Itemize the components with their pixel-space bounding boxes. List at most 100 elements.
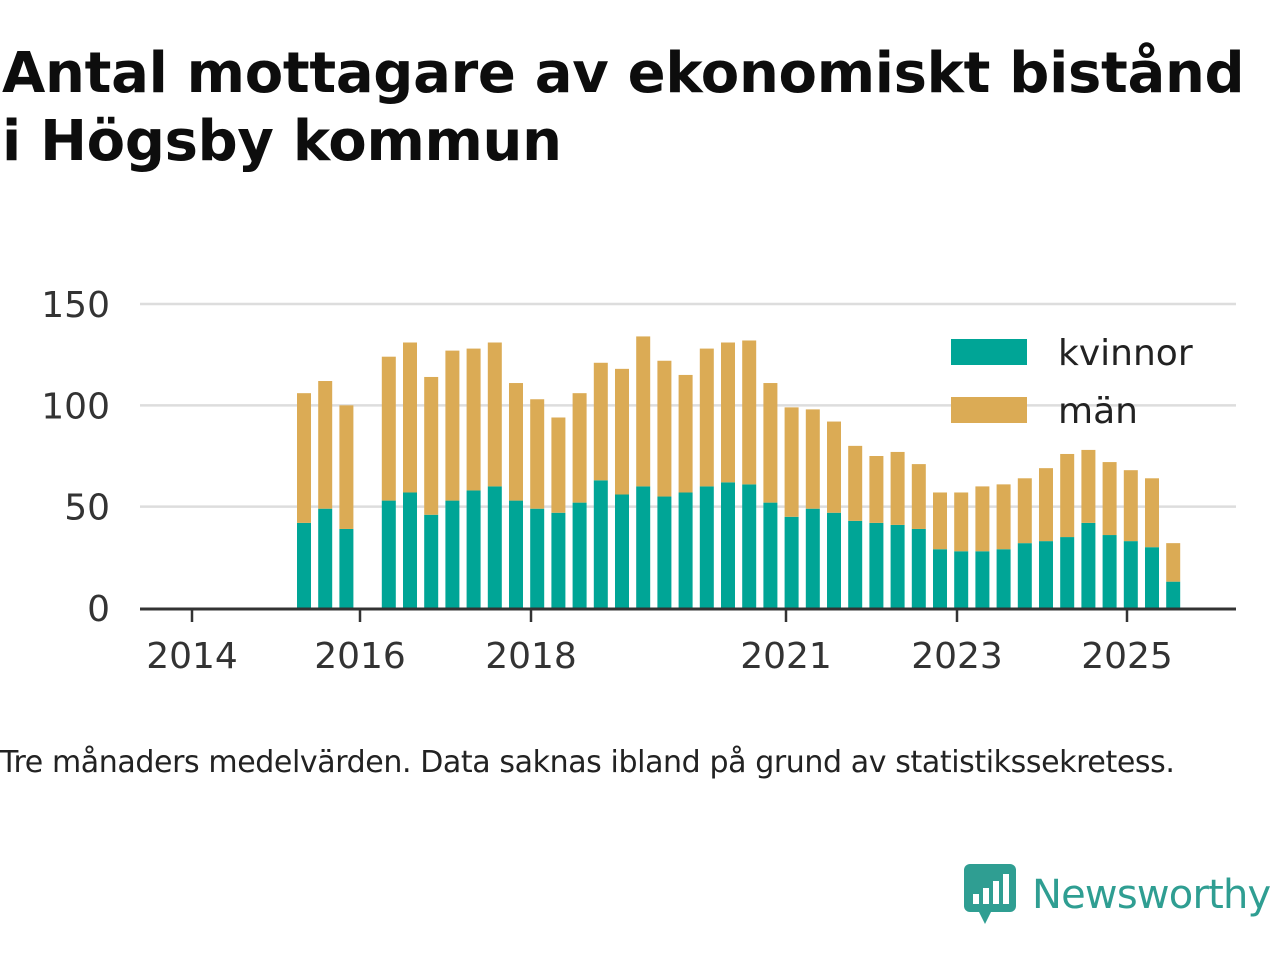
y-tick-label: 150 [41,285,110,326]
chart-title: Antal mottagare av ekonomiskt bistånd i … [2,41,1245,174]
bar-kvinnor [1102,535,1117,608]
bar-kvinnor [890,524,905,608]
bar-man [890,451,905,525]
bar-man [487,342,502,487]
bar-kvinnor [911,528,926,608]
bar-kvinnor [297,522,311,608]
newsworthy-logo-icon [964,864,1016,924]
bar-kvinnor [339,528,354,608]
bar-man [996,484,1011,550]
bar-kvinnor [1017,543,1032,608]
bar-man [339,405,354,529]
bar-man [381,356,396,501]
bar-kvinnor [848,520,863,608]
bar-kvinnor [763,502,778,608]
bar-man [572,393,587,503]
bar-kvinnor [1166,581,1181,608]
bar-kvinnor [572,502,587,608]
bar-kvinnor [1081,522,1096,608]
bar-man [657,360,672,497]
bar-man [678,374,693,493]
bar-man [954,492,969,552]
bar-kvinnor [509,500,523,608]
bar-kvinnor [487,486,502,608]
legend-label: kvinnor [1058,333,1193,374]
bar-man [636,336,651,487]
y-tick-label: 50 [64,488,110,529]
bar-kvinnor [445,500,460,608]
x-tick-label: 2016 [314,636,406,677]
bar-man [297,393,311,523]
bar-man [699,348,714,487]
bar-man [763,383,778,503]
bar-man [615,368,629,495]
bar-man [1039,468,1053,542]
bar-kvinnor [657,496,672,608]
x-tick-label: 2023 [911,636,1003,677]
brand-logo[interactable]: Newsworthy [964,864,1271,926]
bar-man [466,348,481,491]
y-tick-label: 0 [87,589,110,630]
bar-man [1123,470,1138,542]
brand-name: Newsworthy [1032,872,1271,918]
bar-chart: 0 50 100 150 2014 2016 2018 2021 2023 2025 kvinno… [41,285,1236,677]
bar-kvinnor [381,500,396,608]
bar-kvinnor [869,522,884,608]
chart-caption: Tre månaders medelvärden. Data saknas ib… [0,745,1175,780]
bar-kvinnor [1039,541,1053,608]
bar-kvinnor [403,492,417,608]
bar-kvinnor [318,508,333,608]
bar-man [403,342,417,493]
bar-kvinnor [1123,541,1138,608]
bar-man [1166,543,1181,582]
bar-man [551,417,566,513]
bar-man [721,342,735,483]
bar-man [784,407,799,517]
x-tick-label: 2021 [740,636,832,677]
y-tick-label: 100 [41,386,110,427]
bar-kvinnor [593,480,608,608]
bar-man [827,421,841,513]
bar-kvinnor [742,484,757,608]
bar-man [1017,478,1032,544]
bar-man [975,486,990,552]
bar-man [1145,478,1159,548]
bars [297,336,1181,608]
bar-man [848,445,863,521]
bar-man [509,383,523,501]
bar-kvinnor [805,508,820,608]
bar-man [530,399,545,509]
bar-man [593,362,608,481]
bar-man [911,464,926,529]
bar-kvinnor [424,514,439,608]
bar-kvinnor [827,512,841,608]
bar-kvinnor [721,482,735,608]
bar-man [933,492,947,550]
legend-label: män [1058,391,1138,432]
bar-kvinnor [551,512,566,608]
bar-man [424,376,439,515]
bar-kvinnor [466,490,481,608]
legend-swatch [951,397,1027,423]
x-tick-label: 2014 [146,636,238,677]
bar-kvinnor [1060,537,1075,608]
bar-kvinnor [699,486,714,608]
bar-man [445,350,460,501]
x-tick-label: 2018 [485,636,577,677]
bar-man [1081,449,1096,523]
bar-kvinnor [975,551,990,608]
bar-man [318,381,333,509]
bar-kvinnor [1145,547,1159,608]
bar-man [1060,453,1075,538]
bar-kvinnor [615,494,629,608]
bar-kvinnor [996,549,1011,608]
bar-kvinnor [954,551,969,608]
bar-kvinnor [678,492,693,608]
bar-man [1102,462,1117,536]
bar-man [805,409,820,509]
bar-kvinnor [784,516,799,608]
legend-swatch [951,339,1027,365]
axes: 0 50 100 150 2014 2016 2018 2021 2023 2025 [41,285,1236,677]
bar-kvinnor [530,508,545,608]
bar-man [742,340,757,485]
